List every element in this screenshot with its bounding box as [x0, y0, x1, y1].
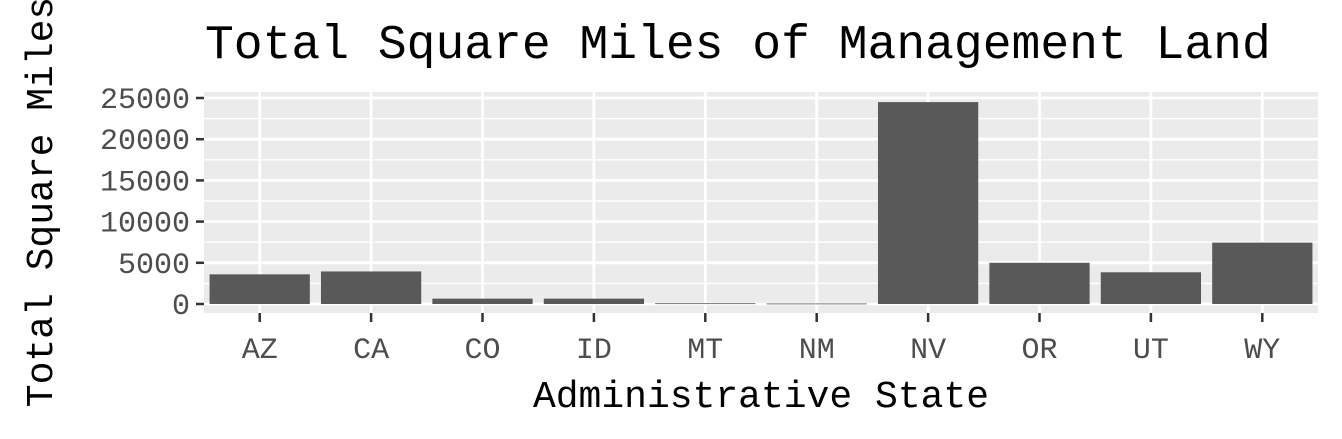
y-axis-title: Total Square Miles	[21, 0, 64, 407]
y-tick-label: 15000	[100, 166, 190, 200]
x-tick-label: MT	[687, 334, 723, 368]
y-axis: 0 5000 10000 15000 20000 25000	[100, 84, 204, 324]
x-tick-label: NM	[799, 334, 835, 368]
x-axis: AZ CA CO ID MT NM NV OR UT WY	[242, 313, 1280, 368]
bar-co	[432, 298, 533, 304]
x-axis-title: Administrative State	[533, 376, 989, 419]
x-tick-label: OR	[1021, 334, 1057, 368]
y-tick-label: 10000	[100, 208, 190, 242]
x-tick-label: NV	[910, 334, 946, 368]
bar-id	[543, 298, 645, 304]
y-tick-label: 20000	[100, 125, 190, 159]
x-tick-label: CA	[353, 334, 389, 368]
bar-or	[989, 262, 1090, 304]
chart-title: Total Square Miles of Management Land	[205, 19, 1271, 73]
x-tick-label: AZ	[242, 334, 278, 368]
bar-nm	[766, 303, 867, 305]
bar-ca	[320, 271, 422, 304]
y-tick-label: 25000	[100, 84, 190, 118]
y-tick-label: 5000	[118, 249, 190, 283]
x-tick-label: CO	[464, 334, 500, 368]
bar-ut	[1100, 272, 1202, 304]
bar-az	[209, 274, 310, 304]
x-tick-label: UT	[1133, 334, 1169, 368]
bar-nv	[877, 102, 979, 305]
bars	[209, 102, 1313, 305]
bar-mt	[655, 303, 756, 305]
y-tick-label: 0	[172, 290, 190, 324]
x-tick-label: ID	[576, 334, 612, 368]
x-tick-label: WY	[1244, 334, 1280, 368]
bar-wy	[1212, 242, 1313, 304]
